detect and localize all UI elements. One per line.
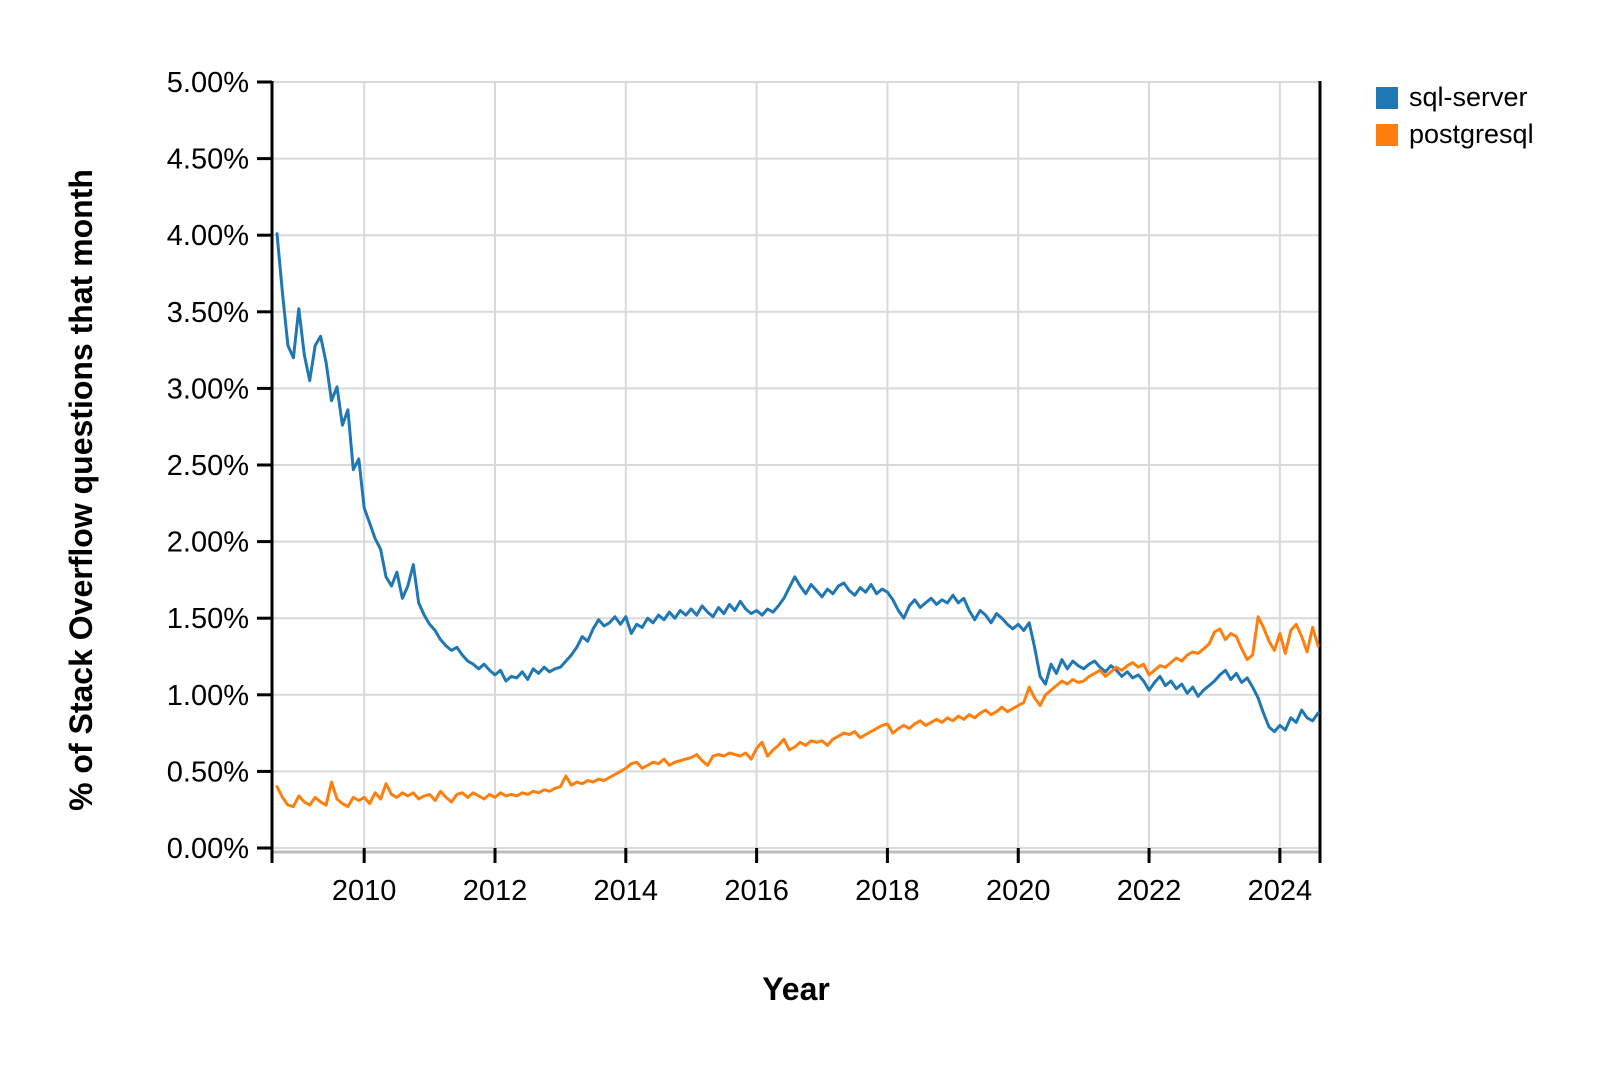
y-tick-label: 1.50% <box>167 603 249 635</box>
x-tick-label: 2018 <box>855 875 920 907</box>
legend-label-sql-server: sql-server <box>1409 82 1528 112</box>
x-tick-label: 2010 <box>332 875 397 907</box>
x-tick-label: 2016 <box>724 875 789 907</box>
series-line-sql-server <box>275 232 1320 734</box>
y-tick-label: 3.00% <box>167 373 249 405</box>
y-tick-label: 0.50% <box>167 756 249 788</box>
y-tick-label: 5.00% <box>167 67 249 99</box>
y-tick-label: 4.00% <box>167 220 249 252</box>
y-tick-label: 0.00% <box>167 833 249 865</box>
x-tick-label: 2014 <box>594 875 659 907</box>
x-tick-label: 2024 <box>1248 875 1313 907</box>
y-tick-label: 2.50% <box>167 450 249 482</box>
postgresql-swatch-icon <box>1376 123 1398 146</box>
legend-label-postgresql: postgresql <box>1409 119 1534 149</box>
y-axis-title: % of Stack Overflow questions that month <box>63 169 99 811</box>
x-tick-label: 2012 <box>463 875 528 907</box>
y-tick-label: 4.50% <box>167 144 249 176</box>
x-axis-title: Year <box>762 971 830 1007</box>
series-line-postgresql <box>275 615 1320 809</box>
x-tick-label: 2020 <box>986 875 1051 907</box>
y-tick-label: 2.00% <box>167 527 249 559</box>
sql-server-swatch-icon <box>1376 86 1398 109</box>
legend-item-postgresql: postgresql <box>1376 121 1534 148</box>
x-tick-label: 2022 <box>1117 875 1182 907</box>
legend: sql-server postgresql <box>1376 84 1534 158</box>
y-tick-label: 3.50% <box>167 297 249 329</box>
y-tick-label: 1.00% <box>167 680 249 712</box>
legend-item-sql-server: sql-server <box>1376 84 1534 111</box>
